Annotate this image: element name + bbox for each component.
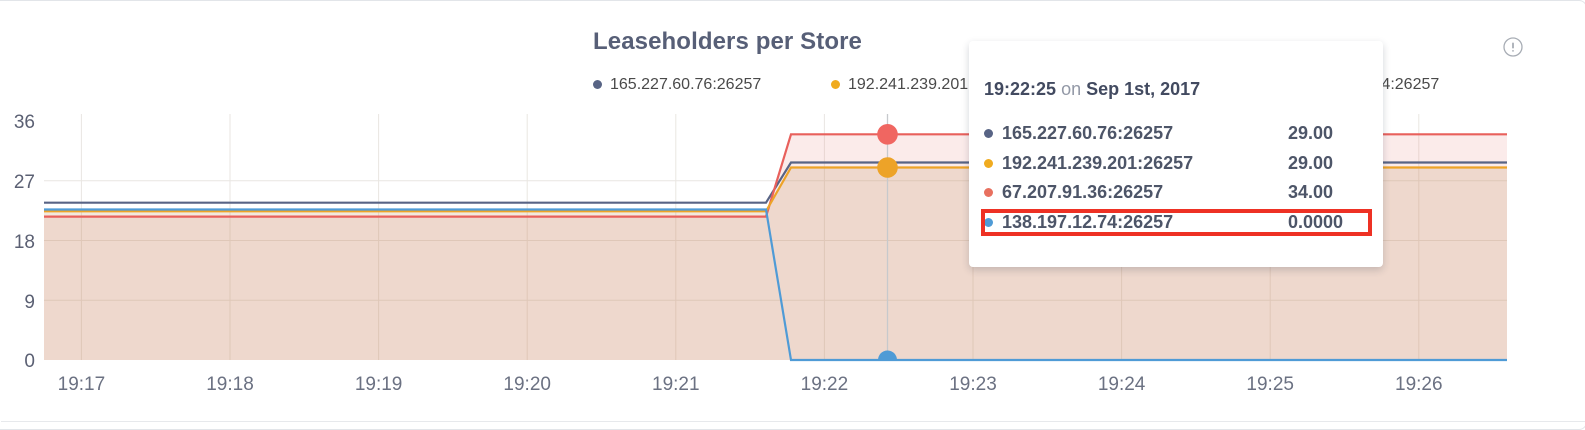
svg-text:19:20: 19:20 — [503, 374, 551, 395]
svg-text:19:18: 19:18 — [206, 374, 254, 395]
svg-text:0: 0 — [24, 351, 35, 372]
svg-text:19:26: 19:26 — [1395, 374, 1443, 395]
svg-text:19:23: 19:23 — [949, 374, 997, 395]
svg-text:36: 36 — [14, 112, 35, 133]
svg-text:19:22: 19:22 — [801, 374, 849, 395]
svg-text:19:17: 19:17 — [58, 374, 106, 395]
svg-text:19:19: 19:19 — [355, 374, 403, 395]
svg-text:19:21: 19:21 — [652, 374, 700, 395]
svg-text:27: 27 — [14, 172, 35, 193]
svg-text:18: 18 — [14, 232, 35, 253]
svg-text:19:25: 19:25 — [1246, 374, 1294, 395]
svg-text:19:24: 19:24 — [1098, 374, 1146, 395]
svg-text:9: 9 — [24, 292, 35, 313]
